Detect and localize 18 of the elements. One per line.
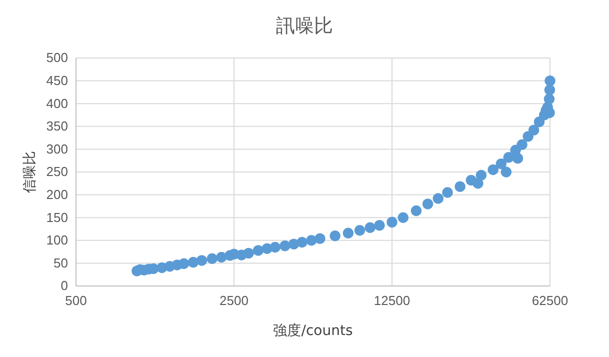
- y-tick-label: 450: [46, 72, 68, 88]
- x-tick-label: 12500: [374, 293, 410, 308]
- x-tick-label: 500: [65, 293, 87, 308]
- y-tick-label: 50: [54, 255, 68, 270]
- y-tick-label: 500: [46, 50, 68, 66]
- y-tick-label: 0: [60, 278, 68, 294]
- y-tick-label: 400: [46, 96, 68, 111]
- y-axis-title: 信噪比: [22, 151, 38, 193]
- y-tick-label: 150: [46, 210, 68, 225]
- y-tick-label: 300: [46, 141, 68, 156]
- x-tick-label: 62500: [532, 293, 568, 308]
- x-tick-label: 2500: [220, 293, 248, 308]
- y-tick-label: 100: [46, 232, 68, 248]
- y-tick-label: 250: [46, 164, 68, 180]
- y-tick-label: 200: [46, 186, 68, 202]
- x-axis-title: 強度/counts: [273, 323, 353, 339]
- chart-title: 訊噪比: [276, 15, 333, 37]
- y-tick-label: 350: [46, 118, 68, 134]
